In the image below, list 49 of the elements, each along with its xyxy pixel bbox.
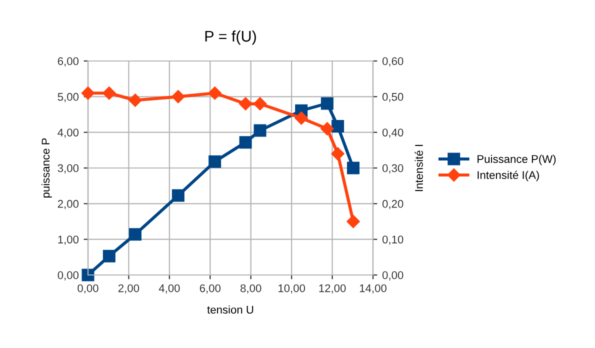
x-tick-label: 6,00 (200, 284, 221, 294)
point (320, 97, 334, 110)
x-tick-label: 12,00 (319, 284, 346, 294)
legend-label: Intensité I(A) (478, 170, 539, 182)
point (347, 162, 360, 174)
point (82, 268, 94, 282)
point (239, 136, 252, 149)
y-tick-label: 2,00 (58, 200, 79, 210)
x-tick-label: 4,00 (158, 284, 180, 294)
y2-tick-label: 0,00 (382, 271, 404, 280)
x-tick-label: 8,00 (240, 284, 262, 294)
x-tick-label: 2,00 (118, 284, 140, 294)
point (128, 228, 142, 241)
point (208, 155, 222, 168)
y2-tick-label: 0,60 (382, 57, 404, 66)
x-tick-label: 0,00 (78, 284, 98, 294)
y2-tick-label: 0,10 (382, 236, 404, 245)
y2-tick-label: 0,50 (382, 92, 404, 102)
y2-axis-title: Intensité I (414, 144, 423, 192)
point (102, 86, 116, 100)
point (128, 94, 142, 107)
y-tick-label: 0,00 (58, 271, 79, 280)
y-tick-label: 4,00 (58, 128, 79, 138)
legend-label: Puissance P(W) (478, 154, 556, 166)
x-tick-label: 10,00 (278, 284, 306, 294)
x-tick-label: 14,00 (360, 284, 386, 294)
y-tick-label: 3,00 (58, 164, 79, 174)
point (208, 86, 222, 100)
x-axis-title: tension U (207, 305, 254, 314)
y-axis-title: puissance P (41, 138, 52, 198)
point (172, 90, 185, 104)
y2-tick-label: 0,20 (382, 200, 404, 210)
y-tick-label: 6,00 (58, 57, 79, 66)
point (331, 147, 344, 160)
point (102, 250, 116, 262)
y-tick-label: 5,00 (58, 92, 79, 102)
y2-tick-label: 0,30 (382, 164, 404, 174)
point (238, 97, 252, 110)
y2-tick-label: 0,40 (382, 128, 404, 138)
point (346, 214, 360, 228)
point (81, 86, 95, 100)
point (332, 120, 344, 133)
point (253, 97, 267, 110)
chart-title: P = f(U) (205, 30, 256, 45)
point (172, 189, 184, 202)
point (294, 111, 308, 125)
point (320, 122, 334, 136)
point (254, 124, 266, 137)
y-tick-label: 1,00 (58, 236, 79, 245)
